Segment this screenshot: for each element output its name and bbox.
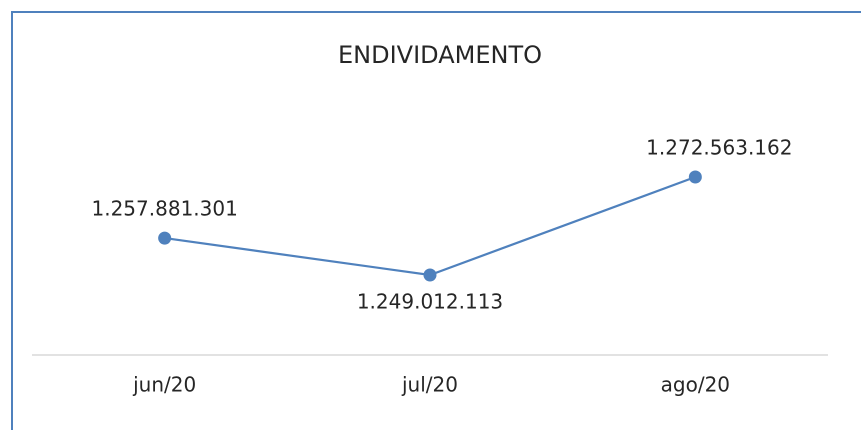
x-tick-label: ago/20 <box>661 373 730 397</box>
point <box>158 231 172 245</box>
data-label: 1.249.012.113 <box>357 290 503 314</box>
data-label: 1.272.563.162 <box>646 136 792 160</box>
point <box>688 170 702 184</box>
data-label: 1.257.881.301 <box>92 197 238 221</box>
point <box>423 268 437 282</box>
chart-title: ENDIVIDAMENTO <box>338 41 542 69</box>
chart-frame <box>11 11 861 430</box>
x-tick-label: jun/20 <box>132 373 196 397</box>
x-tick-label: jul/20 <box>401 373 458 397</box>
